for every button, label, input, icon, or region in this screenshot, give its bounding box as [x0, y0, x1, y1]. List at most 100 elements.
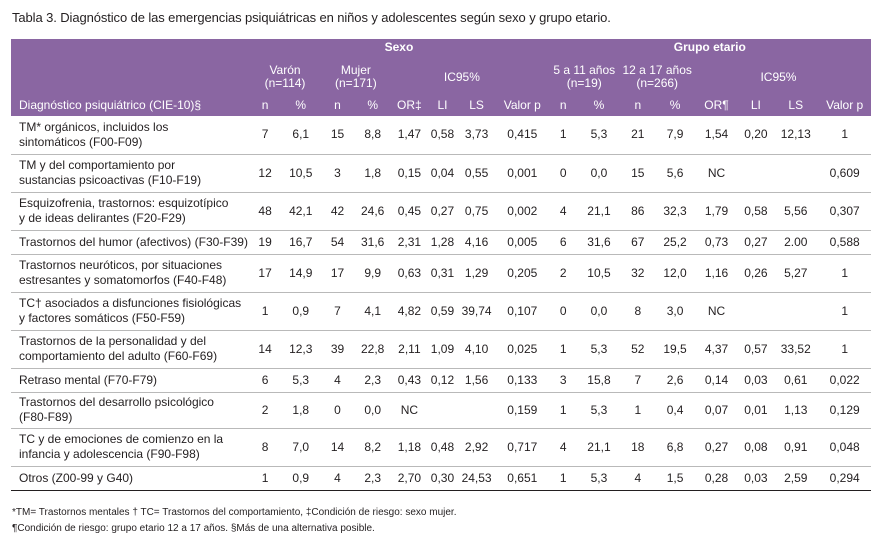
table-cell: 2,6: [666, 372, 684, 387]
column-header: n: [334, 97, 341, 112]
table-cell: 4: [634, 470, 642, 485]
table-cell: 0,48: [430, 439, 455, 454]
table-cell: [739, 292, 774, 330]
column-header: %: [593, 97, 605, 112]
table-cell: 0,294: [829, 470, 860, 485]
table-cell: 0,61: [784, 372, 808, 387]
header-ic95-etario: IC95%: [760, 69, 797, 84]
table-cell: 10,5: [289, 165, 313, 180]
table-cell: 15: [330, 127, 345, 142]
table-cell: 1,16: [704, 265, 729, 280]
table-cell: NC: [707, 303, 726, 318]
table-cell: 4: [334, 372, 341, 387]
header-corner: [11, 39, 249, 60]
header-ic95-sexo: IC95%: [443, 69, 480, 84]
table-cell: 0,159: [507, 402, 538, 417]
table-cell: 1: [559, 341, 567, 356]
table-cell: 0,0: [590, 165, 608, 180]
table-cell: [457, 392, 496, 428]
table-cell: 17: [330, 265, 345, 280]
table-cell: 2,11: [398, 341, 421, 356]
table-cell: 1,56: [464, 372, 489, 387]
table-cell: NC: [400, 402, 419, 417]
table-cell: 5,56: [784, 203, 808, 218]
table-cell: [773, 154, 818, 192]
column-header: OR‡: [397, 97, 422, 112]
header-varon: Varón (n=114): [264, 63, 306, 90]
table-cell: 42: [330, 203, 345, 218]
table-cell: 5,27: [784, 265, 808, 280]
table-cell: 1: [261, 303, 269, 318]
diagnosis-label: Trastornos del humor (afectivos) (F30-F3…: [19, 234, 248, 249]
table-cell: 1,54: [704, 127, 729, 142]
table-header: Sexo Grupo etario Varón (n=114) Mujer (n=1…: [11, 39, 871, 116]
table-cell: 1,8: [364, 165, 381, 180]
table-cell: 0,022: [829, 372, 860, 387]
table-row: Trastornos del humor (afectivos) (F30-F3…: [11, 230, 871, 254]
table-cell: 0,107: [507, 303, 538, 318]
diagnosis-label: TC† asociados a disfunciones fisiológica…: [19, 296, 242, 325]
table-cell: 3: [559, 372, 567, 387]
table-cell: 4,82: [397, 303, 422, 318]
table-cell: 31,6: [587, 234, 611, 249]
table-cell: 33,52: [780, 341, 811, 356]
table-cell: 0,14: [704, 372, 729, 387]
table-cell: 0,30: [430, 470, 455, 485]
table-cell: 1,8: [292, 402, 310, 417]
header-blank: [694, 60, 738, 94]
table-cell: 1: [841, 127, 849, 142]
group-header-sexo: Sexo: [384, 40, 414, 54]
table-row: TC y de emociones de comienzo en la infan…: [11, 428, 871, 466]
table-cell: 6,8: [666, 439, 684, 454]
table-cell: 42,1: [289, 203, 313, 218]
table-cell: 0,03: [744, 372, 768, 387]
table-cell: 2: [559, 265, 567, 280]
table-cell: NC: [707, 165, 726, 180]
diagnosis-table: Sexo Grupo etario Varón (n=114) Mujer (n=1…: [11, 39, 871, 491]
header-diagnostico: Diagnóstico psiquiátrico (CIE-10)§: [19, 97, 202, 112]
table-cell: 0,73: [704, 234, 729, 249]
table-cell: 12,3: [289, 341, 313, 356]
table-cell: 39,74: [461, 303, 492, 318]
table-cell: 5,3: [292, 372, 310, 387]
column-header: n: [559, 97, 567, 112]
footnote-1: *TM= Trastornos mentales † TC= Trastorno…: [12, 507, 457, 518]
table-cell: 0,55: [464, 165, 489, 180]
table-cell: 0,27: [744, 234, 768, 249]
column-header: %: [295, 97, 307, 112]
table-cell: 2: [261, 402, 269, 417]
column-header: LI: [750, 97, 761, 112]
table-cell: 0,307: [829, 203, 860, 218]
table-cell: 6: [559, 234, 567, 249]
table-cell: 0,651: [507, 470, 538, 485]
table-cell: 4,37: [704, 341, 729, 356]
table-cell: 9,9: [364, 265, 381, 280]
table-cell: 19,5: [663, 341, 687, 356]
table-row: Otros (Z00-99 y G40) 1 0,9 4 2,3 2,70 0,30 24,5…: [11, 466, 871, 490]
header-mujer: Mujer (n=171): [335, 63, 377, 90]
table-cell: 24,6: [360, 203, 385, 218]
table-cell: 21,1: [587, 203, 611, 218]
table-cell: 0,025: [507, 341, 538, 356]
table-cell: 3,0: [666, 303, 684, 318]
table-cell: 0,609: [829, 165, 860, 180]
header-blank: [391, 60, 428, 94]
table-cell: 2.00: [784, 234, 808, 249]
table-cell: 31,6: [360, 234, 385, 249]
column-header: %: [367, 97, 378, 112]
table-cell: 0,43: [397, 372, 422, 387]
table-cell: 19: [258, 234, 272, 249]
table-cell: 1,18: [397, 439, 422, 454]
table-cell: 7: [634, 372, 642, 387]
table-cell: [428, 392, 457, 428]
table-cell: 8: [261, 439, 269, 454]
table-cell: 32: [631, 265, 645, 280]
table-cell: 12,0: [663, 265, 687, 280]
table-cell: 48: [258, 203, 272, 218]
header-blank: [496, 60, 549, 94]
table-cell: 4,10: [464, 341, 489, 356]
table-cell: 1: [261, 470, 269, 485]
table-cell: [773, 292, 818, 330]
table-cell: 4,16: [464, 234, 489, 249]
table-cell: 25,2: [663, 234, 687, 249]
